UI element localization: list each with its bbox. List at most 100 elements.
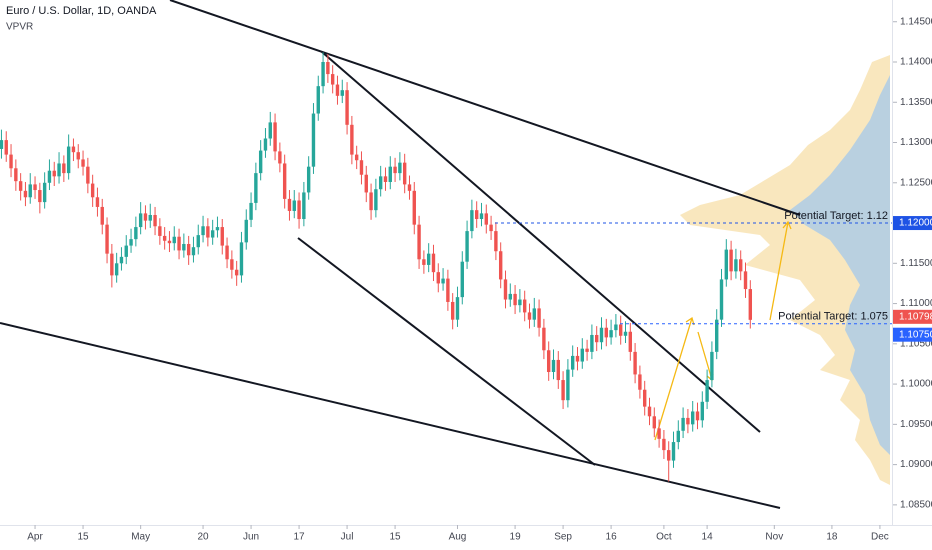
candle-body (153, 214, 157, 227)
candle-body (4, 140, 8, 155)
candle-body (638, 374, 642, 390)
price-tag (893, 216, 932, 231)
candle-body (215, 227, 220, 231)
candle-body (225, 245, 229, 260)
trend-line (0, 322, 781, 509)
candle-body (691, 411, 695, 425)
candle-body (537, 308, 541, 328)
candle-body (446, 278, 450, 302)
candle-body (580, 348, 584, 362)
candle-body (177, 236, 181, 251)
candle-body (676, 430, 681, 443)
x-tick-label: 16 (606, 532, 618, 543)
candle-body (729, 249, 733, 272)
candle-body (86, 166, 90, 184)
candle-body (719, 279, 724, 320)
x-tick-label: Aug (449, 532, 467, 543)
candle-body (566, 369, 570, 401)
candle-body (585, 348, 589, 352)
candle-body (249, 202, 253, 220)
candle-body (186, 243, 191, 256)
candle-body (263, 138, 268, 151)
candle-body (388, 166, 392, 182)
candle-body (402, 162, 407, 185)
candle-body (590, 334, 594, 352)
candle-body (623, 331, 628, 336)
candle-body (561, 380, 565, 401)
last-price-label: 1.10798 (899, 311, 932, 322)
candle-body (489, 224, 493, 232)
candle-body (354, 154, 359, 161)
candle-body (700, 401, 705, 421)
candle-body (450, 301, 455, 320)
candle-body (575, 355, 580, 362)
candle-body (244, 219, 248, 243)
price-axis (893, 0, 932, 550)
indicator-label: VPVR (6, 22, 33, 33)
candle-body (268, 122, 272, 139)
candle-body (335, 84, 340, 96)
candle-body (518, 299, 522, 306)
candle-body (494, 231, 498, 252)
candle-body (417, 224, 421, 260)
target-annotation: Potential Target: 1.12 (784, 210, 888, 222)
candle-body (282, 163, 287, 199)
y-tick-label: 1.11000 (900, 298, 932, 309)
candle-body (9, 154, 13, 169)
y-tick-label: 1.11500 (900, 258, 932, 269)
candle-body (57, 163, 61, 177)
candle-body (527, 312, 532, 320)
y-tick-label: 1.14000 (900, 57, 932, 68)
price-tags: 1.12000 1.10750 1.10798 (893, 216, 932, 342)
candle-body (258, 150, 263, 174)
candle-body (398, 162, 402, 174)
price-tag (893, 327, 932, 342)
price-tag-label: 1.12000 (899, 218, 932, 229)
candle-body (220, 227, 224, 246)
candle-body (316, 86, 320, 114)
trend-lines (0, 0, 801, 509)
candle-body (455, 297, 460, 320)
candle-body (138, 213, 143, 228)
candle-body (647, 406, 652, 417)
candle-body (378, 176, 383, 190)
y-tick-label: 1.12500 (900, 177, 932, 188)
candle-body (614, 324, 618, 331)
candle-body (191, 247, 196, 256)
candle-body (196, 235, 200, 248)
candle-body (330, 74, 335, 85)
candle-body (158, 226, 162, 236)
candle-body (210, 230, 215, 238)
arrow (769, 220, 792, 321)
candle-body (513, 293, 517, 306)
y-tick-label: 1.08500 (900, 500, 932, 511)
x-tick-label: Jun (243, 532, 259, 543)
candle-body (570, 355, 575, 370)
candle-body (542, 327, 546, 351)
x-tick-label: 19 (510, 532, 522, 543)
x-tick-label: 18 (826, 532, 838, 543)
candle-body (148, 214, 152, 221)
candle-body (710, 351, 714, 381)
candle-body (642, 389, 647, 407)
candle-body (657, 428, 661, 439)
candle-body (47, 170, 52, 183)
candle-body (359, 160, 364, 175)
candle-body (470, 210, 474, 232)
candle-body (715, 319, 719, 352)
candle-body (62, 163, 66, 174)
candle-body (124, 245, 128, 257)
y-tick-label: 1.14500 (900, 16, 932, 27)
candle-body (345, 90, 349, 125)
candle-body (743, 271, 748, 290)
candle-body (14, 168, 18, 182)
candle-body (441, 278, 445, 284)
y-tick-label: 1.13500 (900, 97, 932, 108)
candle-body (618, 324, 623, 336)
price-tag-label: 1.10750 (899, 329, 932, 340)
candle-body (52, 170, 56, 177)
candle-body (508, 293, 512, 300)
candle-body (172, 236, 176, 244)
trend-line (297, 237, 596, 466)
